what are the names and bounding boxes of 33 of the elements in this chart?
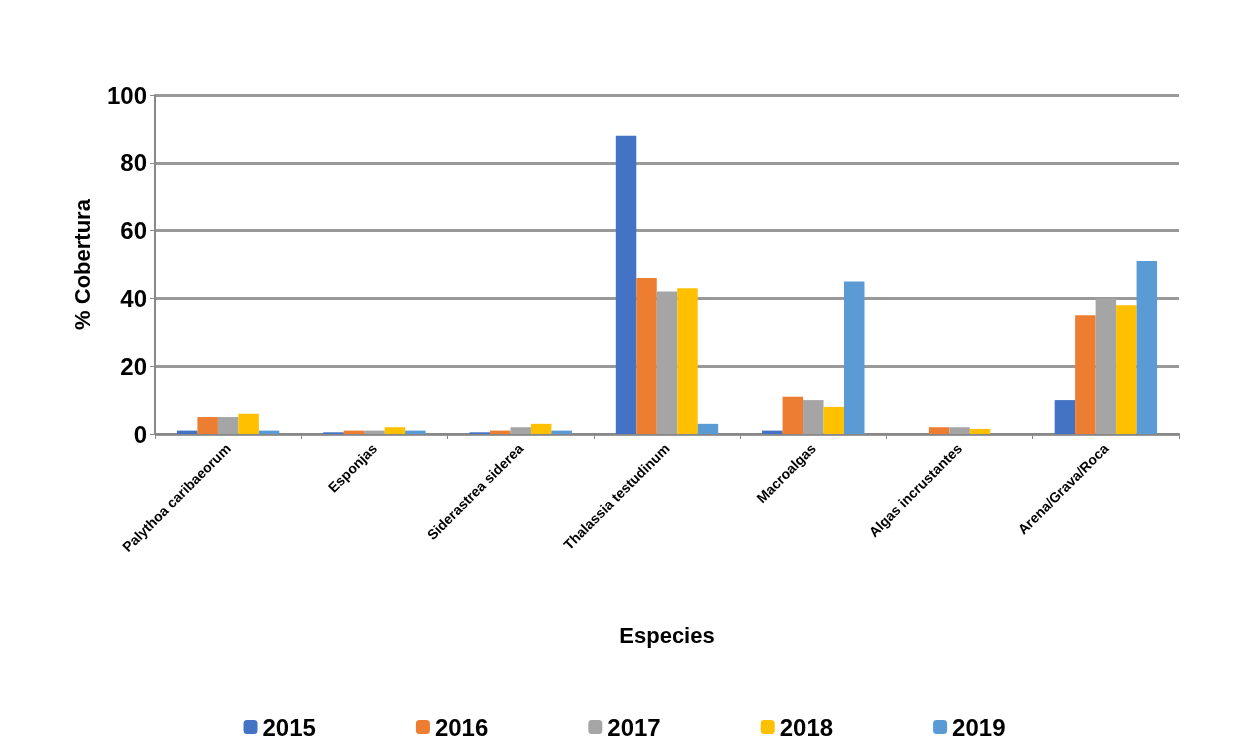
bar (384, 427, 406, 434)
y-tick-label: 20 (120, 352, 147, 380)
bar (1075, 315, 1096, 434)
bar (969, 428, 991, 434)
bar (1116, 305, 1137, 434)
y-axis-title: % Cobertura (69, 198, 95, 330)
y-tick-label: 100 (106, 81, 147, 109)
bar (697, 423, 719, 434)
bar (405, 430, 426, 434)
x-axis-title: Especies (619, 622, 715, 648)
y-tick-label: 80 (120, 149, 147, 177)
bar (636, 278, 657, 434)
bar (677, 288, 698, 434)
bar (197, 417, 218, 434)
bar (551, 430, 572, 434)
bar (615, 135, 637, 434)
bar (762, 430, 783, 434)
legend-label: 2017 (607, 713, 661, 741)
y-tick-label: 60 (120, 217, 147, 245)
bar (844, 281, 865, 434)
bar (1136, 261, 1158, 434)
legend-label: 2015 (262, 713, 316, 741)
y-tick-label: 0 (133, 420, 147, 448)
bar (928, 427, 950, 434)
y-tick-label: 40 (120, 284, 147, 312)
bar (782, 396, 804, 434)
bar (530, 423, 552, 434)
bar (1054, 400, 1076, 434)
bar (823, 406, 845, 434)
legend-label: 2018 (779, 713, 834, 741)
legend-label: 2016 (434, 713, 489, 741)
bar (238, 413, 259, 434)
legend-label: 2019 (952, 713, 1006, 741)
